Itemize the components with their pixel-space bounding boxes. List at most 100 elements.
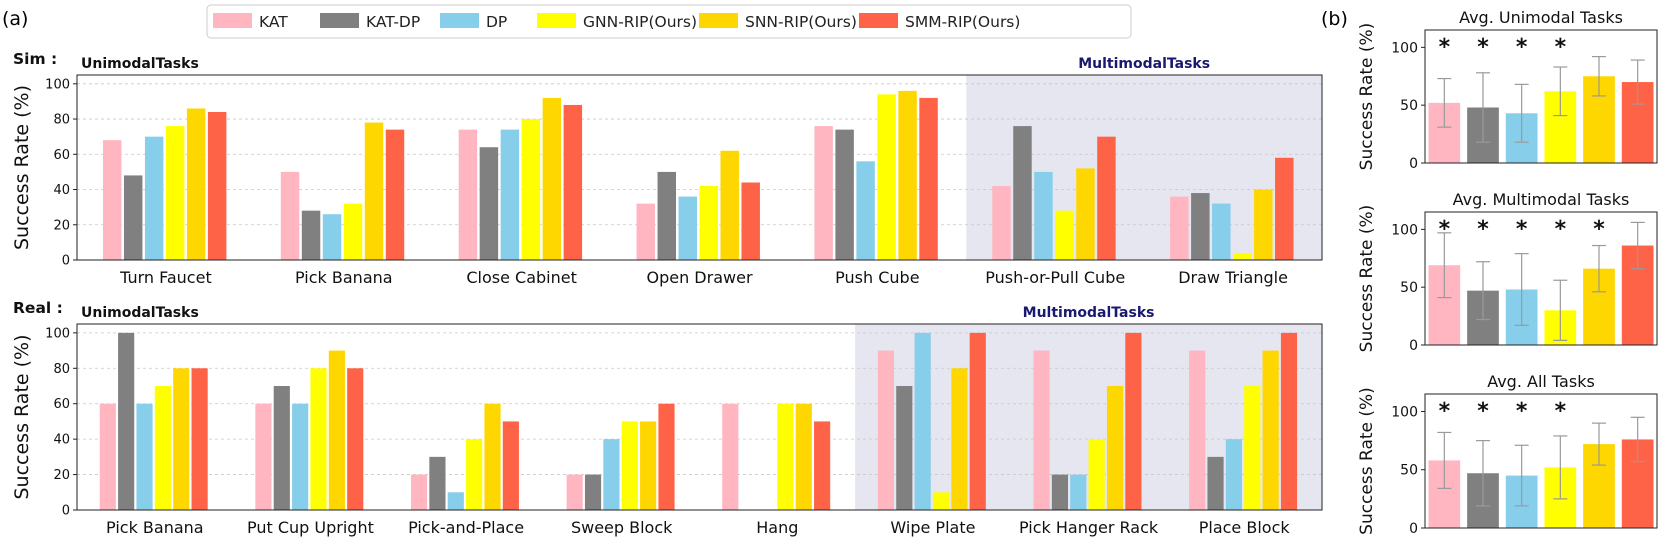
bar bbox=[99, 403, 116, 510]
bar bbox=[1088, 439, 1105, 510]
x-tick-label: Pick-and-Place bbox=[408, 518, 524, 537]
bar bbox=[429, 456, 446, 510]
y-tick-label: 80 bbox=[53, 362, 70, 377]
x-tick-label: Put Cup Upright bbox=[247, 518, 374, 537]
y-tick-label: 50 bbox=[1400, 98, 1418, 114]
bar bbox=[919, 97, 938, 261]
legend-label: SMM-RIP(Ours) bbox=[905, 13, 1020, 31]
bar bbox=[658, 403, 675, 510]
bar bbox=[144, 136, 164, 260]
task-chart-0: Turn Faucet Pick Banana Close Cabinet Open … bbox=[11, 50, 1323, 287]
bar bbox=[640, 421, 657, 510]
bar bbox=[479, 147, 499, 260]
axes-frame bbox=[1424, 211, 1658, 346]
significance-marker: * bbox=[1477, 35, 1489, 60]
bar bbox=[191, 368, 208, 510]
bar bbox=[273, 386, 290, 510]
x-tick-label: Push Cube bbox=[835, 268, 919, 287]
bar bbox=[636, 203, 656, 260]
y-tick-label: 0 bbox=[62, 504, 70, 519]
x-tick-label: Wipe Plate bbox=[890, 518, 975, 537]
bar bbox=[500, 129, 520, 260]
significance-marker: * bbox=[1516, 35, 1528, 60]
bar bbox=[322, 214, 342, 260]
bar bbox=[603, 439, 620, 510]
significance-marker: * bbox=[1555, 35, 1567, 60]
bar bbox=[1233, 252, 1252, 260]
bar bbox=[310, 368, 327, 510]
x-tick-label: Push-or-Pull Cube bbox=[985, 268, 1125, 287]
multimodal-label: MultimodalTasks bbox=[1078, 56, 1210, 72]
legend-swatch bbox=[537, 13, 576, 28]
significance-marker: * bbox=[1555, 399, 1567, 424]
bar bbox=[447, 492, 464, 510]
x-tick-label: Open Drawer bbox=[646, 268, 752, 287]
bar bbox=[1189, 350, 1206, 510]
legend-swatch bbox=[859, 13, 898, 28]
bar bbox=[280, 171, 300, 260]
y-axis-label: Success Rate (%) bbox=[1357, 205, 1377, 353]
bar bbox=[521, 119, 541, 260]
legend: KAT KAT-DP DP GNN-RIP(Ours) SNN-RIP(Ours) SMM… bbox=[206, 4, 1132, 39]
bar bbox=[896, 386, 913, 510]
bar bbox=[741, 182, 760, 260]
y-tick-label: 60 bbox=[53, 397, 70, 412]
x-tick-label: Pick Hanger Rack bbox=[1019, 518, 1159, 537]
bar bbox=[102, 140, 122, 260]
bar bbox=[814, 421, 831, 510]
x-tick-label: Place Block bbox=[1199, 518, 1291, 537]
y-tick-label: 40 bbox=[53, 183, 70, 198]
legend-label: DP bbox=[486, 13, 507, 31]
bar bbox=[1244, 386, 1261, 510]
bar bbox=[969, 332, 986, 510]
significance-marker: * bbox=[1439, 217, 1451, 242]
avg-chart-4: * * * * 0 50 100 Avg. All Tasks Success Rate (%) bbox=[1357, 372, 1658, 537]
bar bbox=[364, 122, 384, 260]
bar bbox=[563, 104, 583, 260]
bar bbox=[657, 171, 676, 260]
bar bbox=[584, 474, 602, 510]
panel-label-b: (b) bbox=[1321, 8, 1348, 30]
x-tick-label: Pick Banana bbox=[295, 268, 393, 287]
chart-title: Avg. Unimodal Tasks bbox=[1459, 8, 1623, 27]
axes-frame bbox=[76, 323, 1323, 511]
bar bbox=[385, 129, 405, 260]
bar bbox=[877, 94, 896, 260]
legend-swatch bbox=[440, 13, 479, 28]
bar bbox=[154, 386, 171, 510]
bar bbox=[699, 186, 718, 260]
legend-swatch bbox=[320, 13, 359, 28]
y-tick-label: 0 bbox=[1409, 521, 1418, 537]
bar bbox=[856, 161, 875, 260]
y-axis-label: Success Rate (%) bbox=[11, 334, 33, 499]
axes-frame bbox=[1424, 29, 1658, 164]
y-axis-label: Success Rate (%) bbox=[11, 85, 33, 250]
bar bbox=[898, 90, 917, 260]
bar bbox=[542, 97, 562, 261]
bar bbox=[328, 350, 345, 510]
y-axis-label: Success Rate (%) bbox=[1357, 387, 1377, 535]
bar bbox=[347, 368, 364, 510]
bar bbox=[1125, 332, 1142, 510]
bar bbox=[1070, 474, 1087, 510]
bar bbox=[292, 403, 309, 510]
bar bbox=[1280, 332, 1298, 510]
y-tick-label: 20 bbox=[53, 218, 70, 233]
bar bbox=[951, 368, 968, 510]
bar bbox=[835, 129, 854, 260]
avg-chart-2: * * * * 0 50 100 Avg. Unimodal Tasks Success Rat… bbox=[1357, 8, 1658, 172]
x-tick-label: Pick Banana bbox=[106, 518, 204, 537]
y-tick-label: 50 bbox=[1400, 463, 1418, 479]
significance-marker: * bbox=[1477, 399, 1489, 424]
legend-label: SNN-RIP(Ours) bbox=[745, 13, 857, 31]
bar bbox=[1055, 210, 1074, 260]
legend-label: KAT bbox=[259, 13, 288, 31]
bar bbox=[410, 474, 428, 510]
axes-frame bbox=[1424, 393, 1658, 529]
bar bbox=[932, 492, 950, 510]
legend-box bbox=[206, 4, 1132, 39]
bar bbox=[777, 403, 794, 510]
bar bbox=[255, 403, 272, 510]
